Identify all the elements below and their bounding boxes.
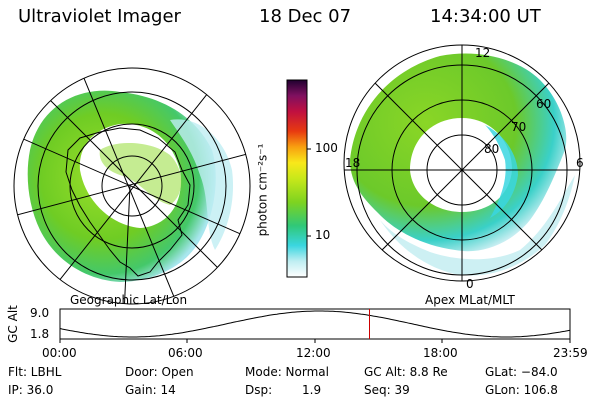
left-map-caption: Geographic Lat/Lon [70, 293, 187, 307]
mlt-label-6: 6 [576, 156, 584, 170]
glon-info: GLon: 106.8 [485, 383, 558, 397]
mlt-label-0: 0 [466, 277, 474, 291]
ip-info: IP: 36.0 [8, 383, 53, 397]
xtick-1200: 12:00 [296, 346, 331, 360]
lat-label-60: 60 [536, 97, 551, 111]
altitude-plot [60, 309, 570, 343]
dsp-label: Dsp: [245, 383, 272, 397]
colorbar-unit-label: photon cm⁻²s⁻¹ [255, 144, 269, 237]
altitude-curve [60, 311, 570, 337]
mode-info: Mode: Normal [245, 365, 329, 379]
colorbar-tick-100: 100 [315, 141, 338, 155]
xtick-0600: 06:00 [168, 346, 203, 360]
altitude-ytick-bottom: 1.8 [30, 327, 49, 341]
lat-label-80: 80 [484, 142, 499, 156]
xtick-0000: 00:00 [42, 346, 77, 360]
apex-map [340, 40, 590, 290]
glat-info: GLat: −84.0 [485, 365, 558, 379]
colorbar-tick-10: 10 [315, 228, 330, 242]
altitude-ylabel: GC Alt [6, 305, 20, 343]
right-aurora-oval [350, 53, 566, 251]
xtick-1800: 18:00 [423, 346, 458, 360]
right-map-caption: Apex MLat/MLT [425, 293, 515, 307]
lat-label-70: 70 [511, 120, 526, 134]
color-bar [287, 80, 311, 277]
altitude-ytick-top: 9.0 [30, 306, 49, 320]
seq-info: Seq: 39 [364, 383, 410, 397]
filter-info: Flt: LBHL [8, 365, 61, 379]
gc-alt-info: GC Alt: 8.8 Re [364, 365, 448, 379]
xtick-2359: 23:59 [553, 346, 588, 360]
mlt-label-18: 18 [345, 156, 360, 170]
dsp-value: 1.9 [302, 383, 321, 397]
mlt-label-12: 12 [475, 46, 490, 60]
left-inner-ring [100, 143, 182, 205]
gain-info: Gain: 14 [125, 383, 176, 397]
door-info: Door: Open [125, 365, 194, 379]
